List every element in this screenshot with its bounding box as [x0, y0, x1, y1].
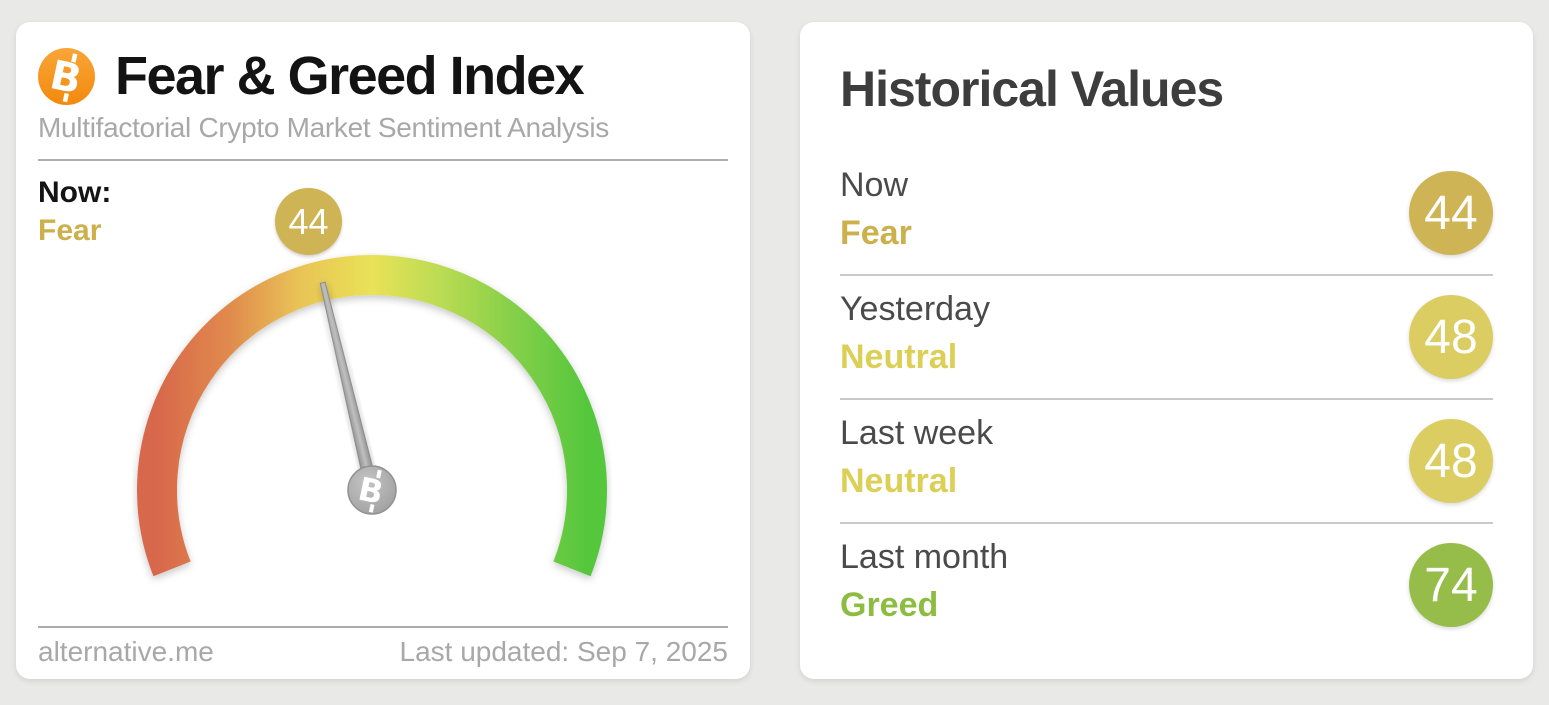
footer-source-link[interactable]: alternative.me: [38, 636, 214, 667]
card-subtitle: Multifactorial Crypto Market Sentiment A…: [38, 112, 610, 143]
row-value-badge: 44: [1409, 171, 1493, 255]
table-row: Last month Greed 74: [840, 524, 1493, 646]
historical-title: Historical Values: [840, 61, 1224, 117]
table-row: Yesterday Neutral 48: [840, 276, 1493, 400]
row-period: Yesterday: [840, 290, 990, 328]
bitcoin-icon: B: [38, 47, 95, 105]
footer-divider: [38, 626, 728, 628]
footer-last-updated: Last updated: Sep 7, 2025: [399, 636, 729, 667]
table-row: Last week Neutral 48: [840, 400, 1493, 524]
card-title: Fear & Greed Index: [115, 46, 585, 106]
row-period: Last week: [840, 414, 994, 452]
row-classification: Greed: [840, 586, 939, 624]
fear-greed-card: B Fear & Greed Index Multifactorial Cryp…: [16, 22, 750, 679]
row-period: Last month: [840, 538, 1009, 576]
card-footer: alternative.me Last updated: Sep 7, 2025: [38, 636, 728, 668]
gauge-chart: B: [137, 255, 607, 577]
row-period: Now: [840, 166, 909, 204]
now-classification: Fear: [38, 214, 102, 247]
row-classification: Neutral: [840, 338, 958, 376]
historical-rows: Now Fear 44 Yesterday Neutral 48 Last we…: [840, 152, 1493, 646]
row-classification: Fear: [840, 214, 912, 252]
table-row: Now Fear 44: [840, 152, 1493, 276]
row-value-badge: 74: [1409, 543, 1493, 627]
current-value-badge: 44: [275, 188, 342, 255]
card-header: B Fear & Greed Index: [38, 46, 585, 106]
current-status: Now: Fear: [38, 174, 111, 250]
gauge-hub: B: [347, 465, 397, 515]
gauge-arc: [137, 255, 607, 577]
now-label: Now:: [38, 176, 112, 209]
row-value-badge: 48: [1409, 295, 1493, 379]
historical-values-card: Historical Values Now Fear 44 Yesterday …: [800, 22, 1533, 679]
header-divider: [38, 159, 728, 161]
row-classification: Neutral: [840, 462, 958, 500]
row-value-badge: 48: [1409, 419, 1493, 503]
